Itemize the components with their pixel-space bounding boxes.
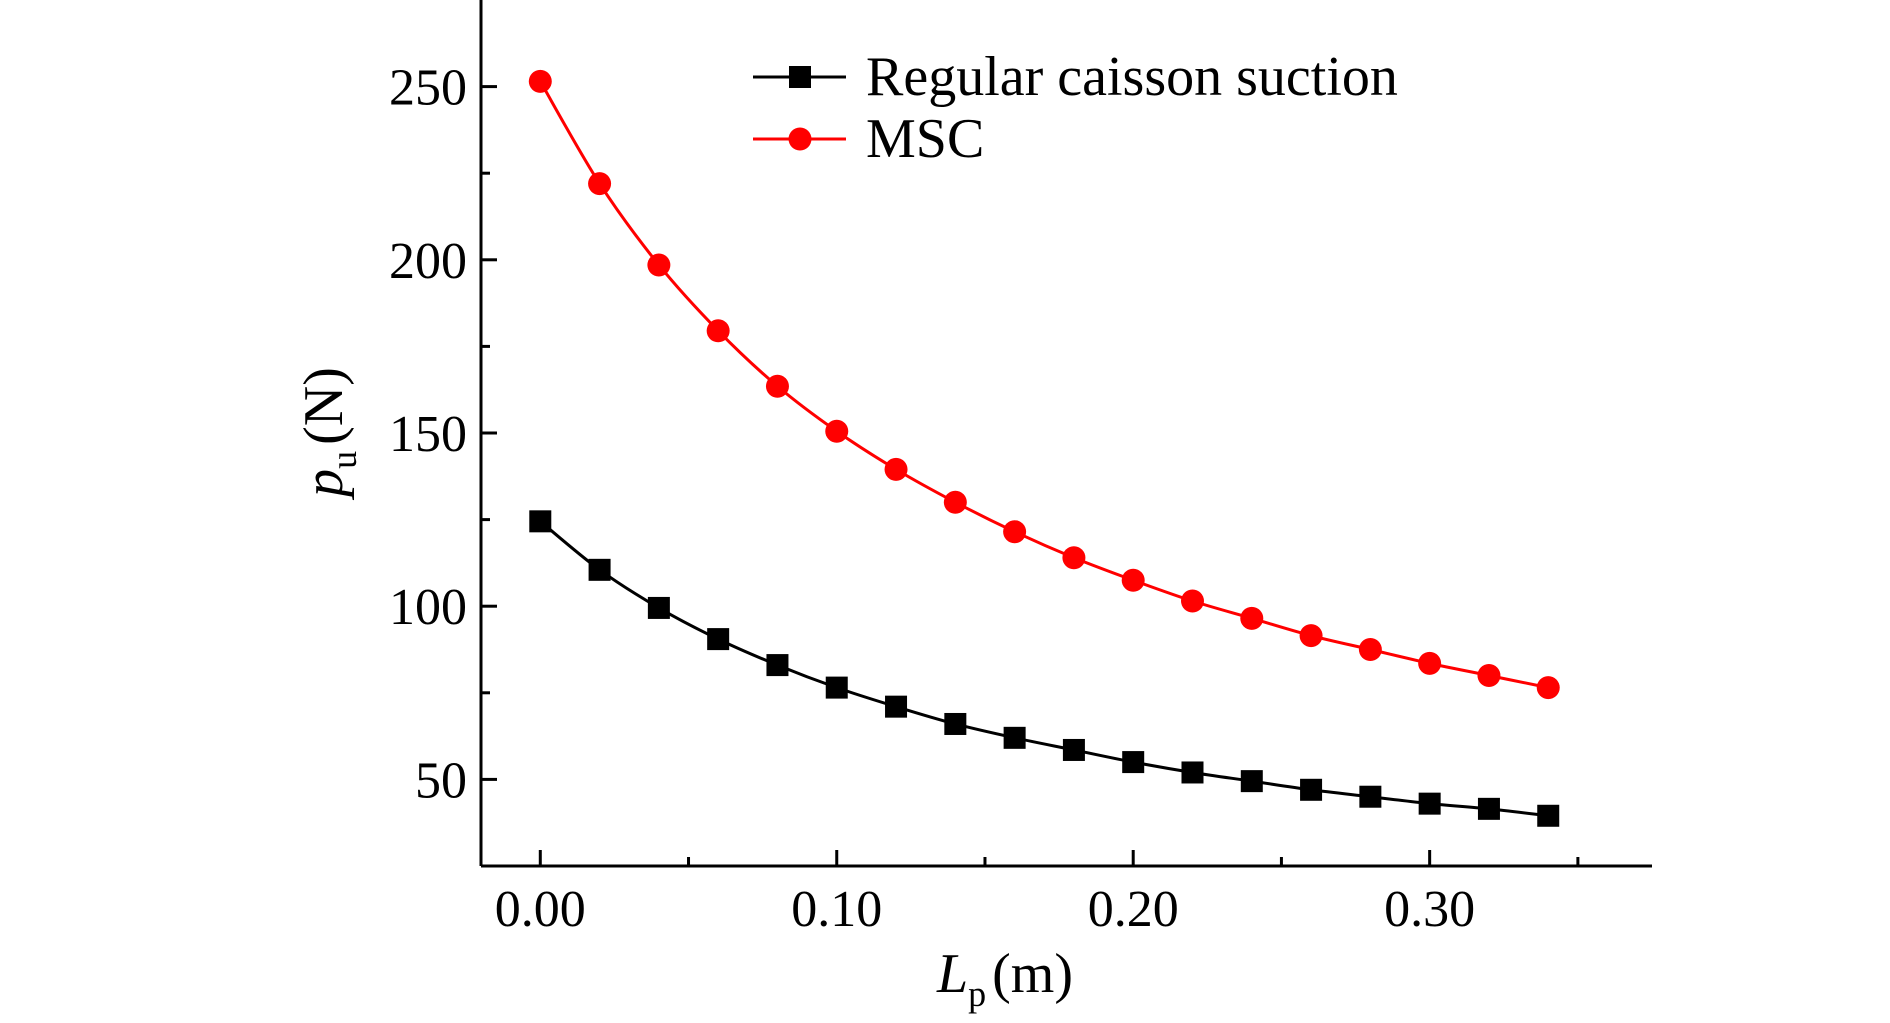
series-line-regular-caisson [539,520,1549,818]
data-point-msc [1240,606,1264,630]
data-point-regular-caisson [1003,726,1026,749]
x-axis-title-subscript: p [968,974,986,1014]
data-point-msc [825,419,849,443]
data-point-msc [884,457,908,481]
x-axis-title-unit: (m) [992,943,1073,1005]
data-point-regular-caisson [529,510,552,533]
data-point-msc [706,319,730,343]
data-point-msc [528,69,552,93]
series-msc [528,69,1560,700]
data-point-msc [1358,638,1382,661]
data-point-regular-caisson [944,712,967,735]
data-point-regular-caisson [1418,792,1441,815]
data-point-regular-caisson [1062,738,1085,761]
y-axis-title-symbol: p [293,469,355,501]
data-point-msc [1180,589,1204,613]
svg-text:pu(N): pu (N) [293,367,364,501]
data-point-regular-caisson [707,628,730,651]
data-point-regular-caisson [1300,778,1323,801]
data-point-msc [1062,546,1086,570]
data-point-regular-caisson [1477,797,1500,820]
y-tick-label: 200 [389,233,467,290]
ticks: 0.00 0.10 0.20 0.30 50 100 150 200 250 [389,60,1580,938]
x-tick-label: 0.10 [791,881,882,938]
data-point-regular-caisson [1240,770,1263,793]
data-point-regular-caisson [1359,785,1382,808]
svg-text:Lp(m): Lp (m) [936,943,1073,1014]
data-point-msc [1477,663,1501,687]
y-axis-title-unit: (N) [293,367,355,445]
data-point-msc [1418,651,1442,675]
series-regular-caisson [529,510,1560,827]
series [528,69,1560,827]
data-point-regular-caisson [766,654,789,677]
y-tick-label: 50 [415,752,467,809]
data-point-regular-caisson [1537,804,1560,827]
data-point-regular-caisson [825,676,848,699]
y-axis-title-subscript: u [324,451,364,469]
y-tick-label: 150 [389,406,467,463]
legend-marker-regular-caisson [789,66,811,88]
series-line-msc [538,80,1549,690]
legend-label-regular-caisson: Regular caisson suction [866,46,1398,108]
axes [479,0,1652,868]
legend-marker-msc [788,127,812,151]
data-point-msc [1121,568,1145,592]
data-point-regular-caisson [1122,751,1145,774]
data-point-msc [1003,520,1027,544]
legend-item-msc: MSC [753,108,984,170]
data-point-regular-caisson [885,695,908,718]
y-tick-label: 100 [389,579,467,636]
y-axis-title: pu (N) [293,367,364,501]
y-tick-label: 250 [389,60,467,117]
data-point-regular-caisson [588,558,611,581]
x-tick-label: 0.20 [1088,881,1179,938]
data-point-regular-caisson [1181,761,1204,784]
data-point-msc [647,253,671,277]
legend-label-msc: MSC [866,108,984,170]
x-axis-title-symbol: L [936,943,968,1005]
x-tick-label: 0.30 [1384,881,1475,938]
data-point-msc [1536,676,1560,700]
x-tick-label: 0.00 [495,881,586,938]
data-point-regular-caisson [647,596,670,619]
data-point-msc [588,172,612,196]
data-point-msc [1299,624,1323,648]
x-axis-title: Lp (m) [936,943,1073,1014]
data-point-msc [943,490,967,514]
legend-item-regular-caisson: Regular caisson suction [753,46,1398,108]
data-point-msc [765,374,789,398]
